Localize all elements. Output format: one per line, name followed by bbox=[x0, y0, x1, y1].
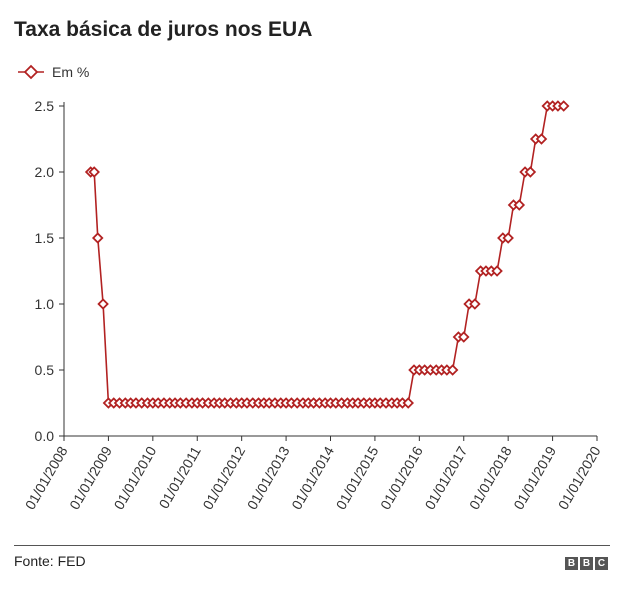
data-point bbox=[402, 397, 415, 409]
data-point bbox=[535, 133, 548, 145]
legend-label: Em % bbox=[52, 64, 90, 80]
x-tick-label: 01/01/2008 bbox=[22, 443, 71, 512]
data-point bbox=[557, 100, 570, 112]
x-tick-label: 01/01/2014 bbox=[288, 443, 337, 512]
x-tick-label: 01/01/2016 bbox=[377, 443, 426, 512]
x-tick-label: 01/01/2015 bbox=[333, 443, 382, 512]
series-line bbox=[90, 105, 564, 404]
data-point bbox=[446, 364, 459, 376]
y-tick-label: 0.5 bbox=[35, 362, 55, 378]
x-tick-label: 01/01/2017 bbox=[421, 443, 470, 512]
source-note: Fonte: FED bbox=[14, 553, 86, 569]
x-tick-label: 01/01/2020 bbox=[555, 443, 604, 512]
x-tick-label: 01/01/2010 bbox=[111, 443, 160, 512]
x-tick-label: 01/01/2009 bbox=[66, 443, 115, 512]
data-point bbox=[513, 199, 526, 211]
y-tick-label: 0.0 bbox=[35, 428, 55, 444]
y-tick-label: 1.5 bbox=[35, 230, 55, 246]
data-point bbox=[91, 232, 104, 244]
x-tick-label: 01/01/2018 bbox=[466, 443, 515, 512]
y-tick-label: 2.0 bbox=[35, 164, 55, 180]
chart-title: Taxa básica de juros nos EUA bbox=[14, 18, 313, 41]
x-tick-label: 01/01/2019 bbox=[510, 443, 559, 512]
y-tick-label: 1.0 bbox=[35, 296, 55, 312]
x-tick-label: 01/01/2013 bbox=[244, 443, 293, 512]
line-chart: 0.00.51.01.52.02.501/01/200801/01/200901… bbox=[22, 98, 604, 512]
data-point bbox=[491, 265, 503, 277]
data-point bbox=[457, 331, 470, 343]
data-point bbox=[469, 298, 481, 310]
legend: Em % bbox=[16, 62, 89, 82]
footer-divider bbox=[14, 545, 610, 546]
data-point bbox=[97, 298, 109, 310]
x-tick-label: 01/01/2012 bbox=[199, 443, 248, 512]
data-point bbox=[502, 232, 514, 244]
legend-diamond-icon bbox=[18, 64, 44, 80]
y-tick-label: 2.5 bbox=[35, 98, 55, 114]
data-point bbox=[524, 166, 537, 178]
x-tick-label: 01/01/2011 bbox=[155, 443, 203, 511]
data-point bbox=[88, 166, 100, 178]
